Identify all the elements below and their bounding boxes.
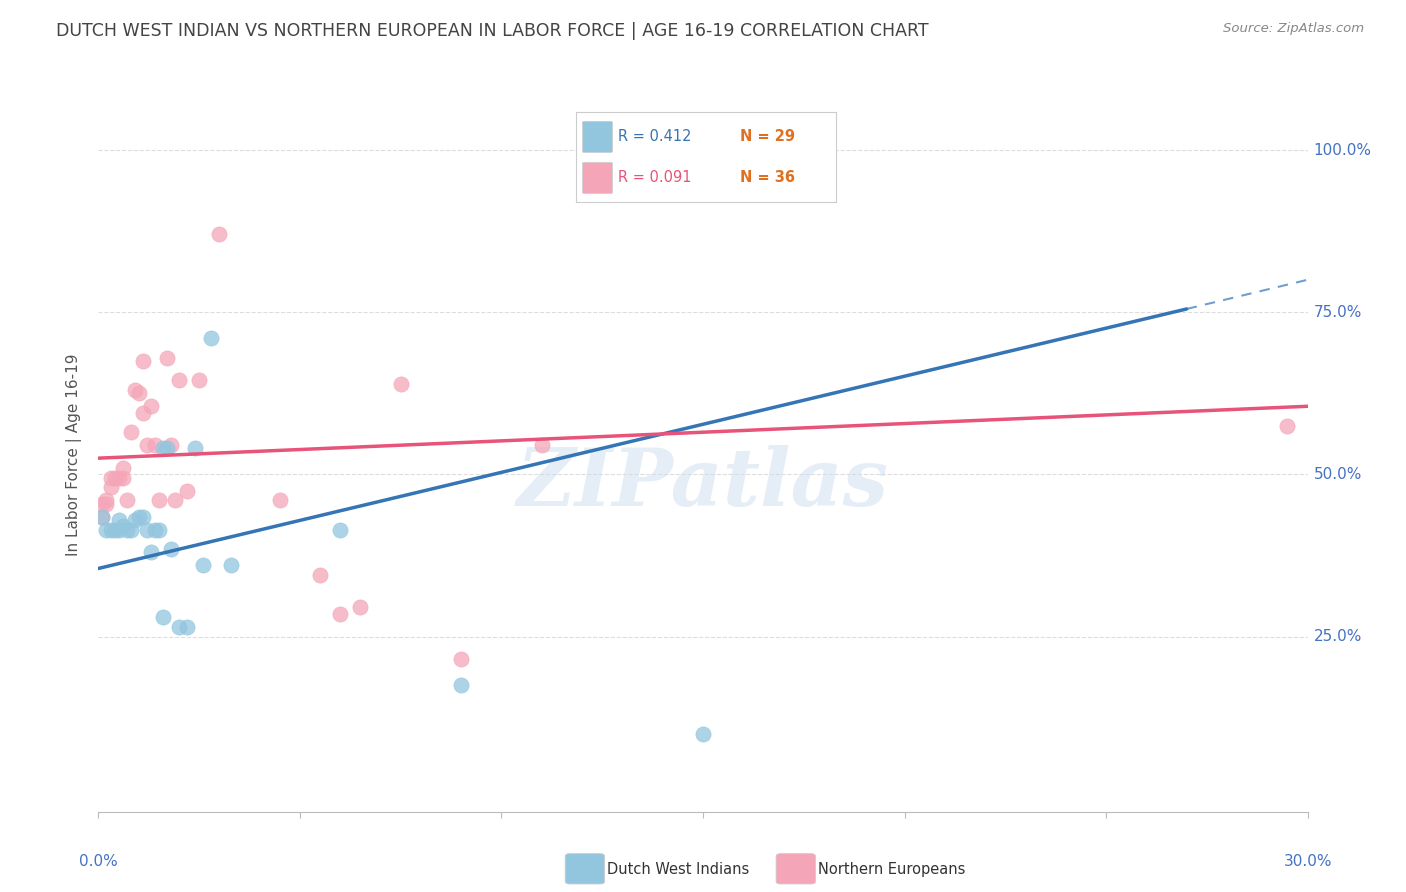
Point	[128, 509, 150, 524]
Text: Northern Europeans: Northern Europeans	[818, 863, 966, 877]
Point	[389, 376, 412, 391]
Point	[132, 509, 155, 524]
Point	[349, 600, 371, 615]
Point	[156, 351, 179, 365]
Point	[329, 523, 352, 537]
Text: 0.0%: 0.0%	[79, 854, 118, 869]
Point	[107, 523, 129, 537]
Point	[309, 568, 332, 582]
Point	[143, 438, 166, 452]
Point	[167, 373, 190, 387]
Point	[111, 519, 134, 533]
Text: 25.0%: 25.0%	[1313, 629, 1362, 644]
Point	[176, 620, 198, 634]
Point	[124, 513, 146, 527]
Point	[107, 513, 129, 527]
Point	[163, 493, 186, 508]
Point	[128, 386, 150, 401]
Point	[139, 399, 162, 413]
Point	[96, 523, 118, 537]
Point	[711, 166, 734, 180]
Point	[100, 480, 122, 494]
Text: ZIPatlas: ZIPatlas	[517, 445, 889, 522]
Point	[692, 727, 714, 741]
Point	[160, 438, 183, 452]
Point	[156, 442, 179, 456]
Point	[143, 523, 166, 537]
Text: Source: ZipAtlas.com: Source: ZipAtlas.com	[1223, 22, 1364, 36]
Point	[96, 497, 118, 511]
Point	[111, 470, 134, 484]
Text: Dutch West Indians: Dutch West Indians	[607, 863, 749, 877]
Point	[152, 610, 174, 624]
Point	[91, 509, 114, 524]
Point	[450, 652, 472, 666]
Point	[148, 493, 170, 508]
Point	[152, 442, 174, 456]
Text: 50.0%: 50.0%	[1313, 467, 1362, 482]
Point	[139, 545, 162, 559]
Point	[132, 406, 155, 420]
Point	[132, 354, 155, 368]
Point	[135, 523, 157, 537]
Point	[115, 523, 138, 537]
Point	[135, 438, 157, 452]
Point	[208, 227, 231, 242]
Text: 30.0%: 30.0%	[1284, 854, 1331, 869]
Point	[167, 620, 190, 634]
Point	[1277, 418, 1299, 433]
Point	[269, 493, 291, 508]
Point	[221, 558, 243, 573]
Point	[103, 523, 125, 537]
Point	[329, 607, 352, 621]
Point	[100, 523, 122, 537]
Point	[100, 470, 122, 484]
Point	[107, 470, 129, 484]
Point	[200, 331, 222, 345]
Point	[96, 493, 118, 508]
Point	[160, 541, 183, 556]
Point	[148, 523, 170, 537]
Point	[124, 383, 146, 397]
Point	[193, 558, 215, 573]
Point	[188, 373, 211, 387]
Point	[103, 470, 125, 484]
Point	[120, 425, 142, 440]
Y-axis label: In Labor Force | Age 16-19: In Labor Force | Age 16-19	[66, 353, 83, 557]
Point	[450, 678, 472, 692]
Text: 75.0%: 75.0%	[1313, 305, 1362, 319]
Text: DUTCH WEST INDIAN VS NORTHERN EUROPEAN IN LABOR FORCE | AGE 16-19 CORRELATION CH: DUTCH WEST INDIAN VS NORTHERN EUROPEAN I…	[56, 22, 929, 40]
Point	[530, 438, 553, 452]
Point	[111, 461, 134, 475]
Point	[184, 442, 207, 456]
Point	[91, 497, 114, 511]
Text: 100.0%: 100.0%	[1313, 143, 1372, 158]
Point	[120, 523, 142, 537]
Point	[115, 493, 138, 508]
Point	[91, 509, 114, 524]
Point	[176, 483, 198, 498]
